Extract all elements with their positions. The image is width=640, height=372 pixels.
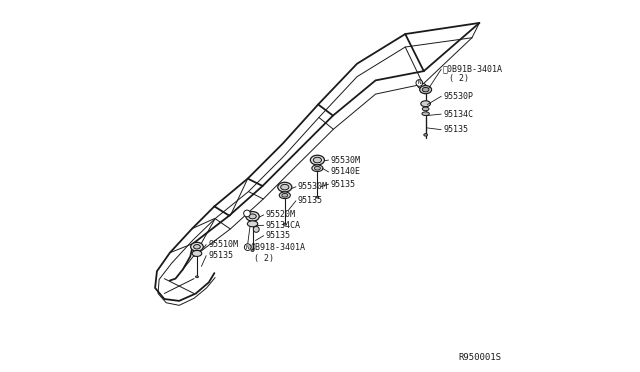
Ellipse shape	[282, 193, 288, 197]
Ellipse shape	[314, 157, 321, 163]
Ellipse shape	[281, 185, 289, 190]
Ellipse shape	[284, 223, 286, 225]
Text: 95134CA: 95134CA	[266, 221, 301, 230]
Ellipse shape	[278, 182, 292, 192]
Text: 95135: 95135	[443, 125, 468, 134]
Text: 95135: 95135	[298, 196, 323, 205]
Text: ( 2): ( 2)	[449, 74, 469, 83]
Ellipse shape	[249, 214, 256, 219]
Ellipse shape	[248, 221, 258, 227]
Text: 95530P: 95530P	[443, 92, 473, 101]
Text: ⓝ0B91B-3401A: ⓝ0B91B-3401A	[443, 65, 503, 74]
Ellipse shape	[310, 155, 324, 165]
Ellipse shape	[314, 166, 321, 170]
Text: R950001S: R950001S	[459, 353, 502, 362]
Circle shape	[253, 227, 259, 232]
Text: 95140E: 95140E	[330, 167, 360, 176]
Ellipse shape	[420, 86, 431, 94]
Ellipse shape	[422, 87, 429, 92]
Ellipse shape	[246, 212, 259, 221]
Ellipse shape	[312, 165, 323, 171]
Text: 95530M: 95530M	[330, 155, 360, 164]
Ellipse shape	[279, 192, 291, 199]
Text: 95520M: 95520M	[266, 211, 296, 219]
Ellipse shape	[251, 250, 254, 251]
Ellipse shape	[192, 250, 202, 256]
Circle shape	[416, 80, 422, 86]
Text: 0B918-3401A: 0B918-3401A	[251, 243, 306, 251]
Text: 95135: 95135	[208, 251, 233, 260]
Text: 95135: 95135	[266, 231, 291, 240]
Ellipse shape	[424, 134, 428, 136]
Text: 95134C: 95134C	[443, 110, 473, 119]
Text: N: N	[246, 245, 250, 250]
Ellipse shape	[422, 112, 429, 116]
Ellipse shape	[195, 276, 198, 278]
Text: 95135: 95135	[330, 180, 355, 189]
Ellipse shape	[316, 196, 319, 198]
Circle shape	[244, 210, 250, 217]
Circle shape	[244, 244, 251, 250]
Ellipse shape	[421, 101, 431, 107]
Ellipse shape	[422, 107, 429, 111]
Text: 95530M: 95530M	[298, 182, 328, 191]
Ellipse shape	[191, 242, 204, 251]
Text: ( 2): ( 2)	[255, 254, 275, 263]
Ellipse shape	[194, 244, 200, 249]
Ellipse shape	[418, 83, 426, 89]
Text: 95510M: 95510M	[208, 240, 238, 249]
Text: N: N	[417, 80, 421, 86]
